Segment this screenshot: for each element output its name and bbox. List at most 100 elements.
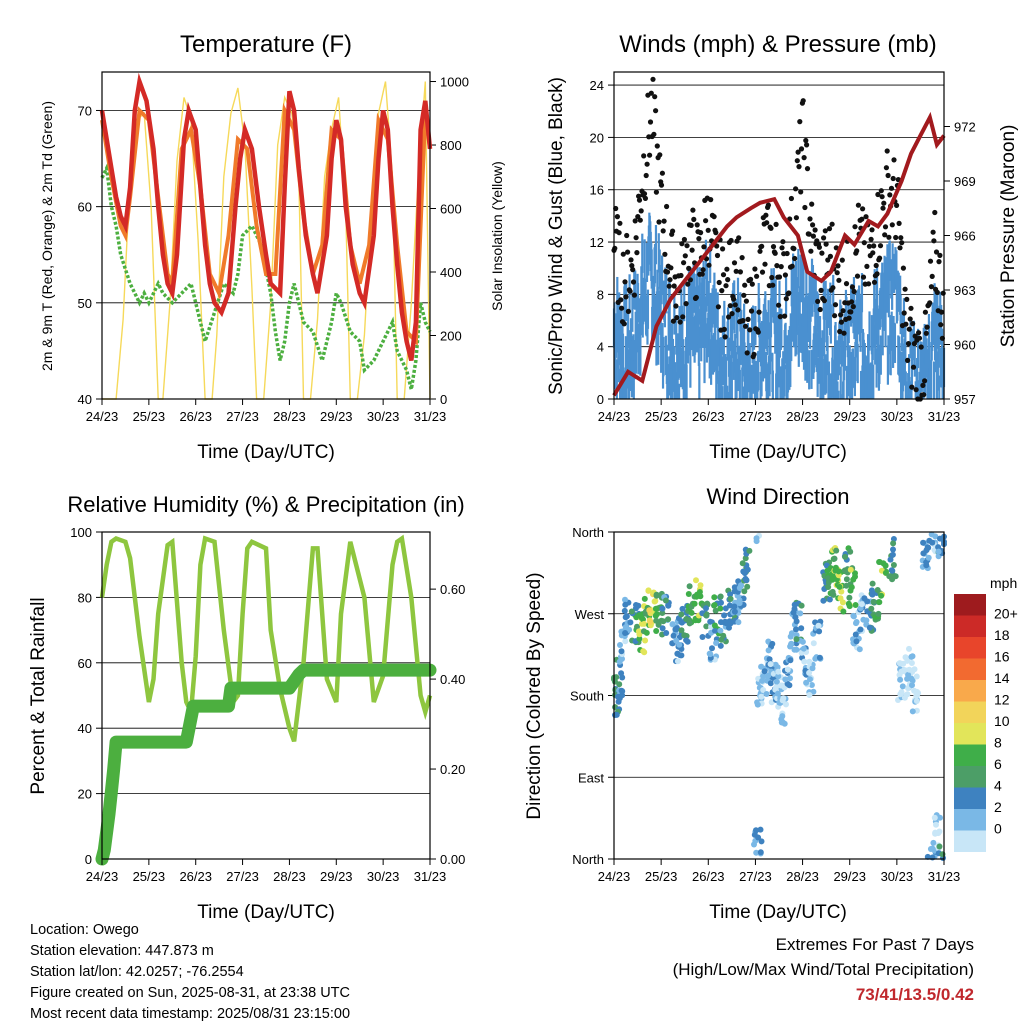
direction-point	[646, 607, 653, 614]
gust-point	[762, 261, 768, 267]
gust-point	[931, 238, 937, 244]
direction-point	[674, 658, 681, 665]
winds-ytick-left-label: 8	[597, 287, 604, 302]
direction-point	[815, 622, 822, 629]
humidity-panel: Relative Humidity (%) & Precipitation (i…	[28, 492, 465, 923]
gust-point	[652, 94, 658, 100]
gust-point	[770, 282, 776, 288]
gust-point	[755, 329, 761, 335]
gust-point	[902, 286, 908, 292]
direction-point	[720, 632, 727, 639]
direction-point	[662, 597, 669, 604]
gust-point	[897, 245, 903, 251]
legend-swatch	[954, 809, 986, 831]
direction-point	[890, 546, 896, 553]
direction-point	[761, 668, 768, 675]
direction-point	[622, 596, 628, 603]
direction-point	[826, 596, 833, 603]
gust-point	[829, 221, 835, 227]
gust-point	[638, 208, 644, 214]
gust-point	[749, 281, 755, 287]
gust-point	[797, 119, 803, 125]
gust-point	[694, 222, 700, 228]
gust-point	[783, 296, 789, 302]
temperature-ytick-right-label: 800	[440, 138, 462, 153]
direction-point	[670, 632, 677, 639]
direction-point	[731, 603, 738, 610]
direction-point	[801, 658, 808, 665]
direction-title: Wind Direction	[706, 484, 849, 509]
gust-point	[618, 297, 624, 303]
direction-point	[769, 640, 776, 647]
gust-point	[733, 268, 739, 274]
direction-point	[638, 614, 645, 621]
gust-point	[881, 200, 887, 206]
legend-swatch	[954, 766, 986, 788]
gust-point	[763, 212, 769, 218]
direction-point	[718, 599, 724, 606]
gust-point	[759, 269, 766, 275]
gust-point	[622, 279, 628, 285]
gust-point	[864, 263, 870, 269]
gust-point	[724, 266, 730, 272]
gust-point	[837, 328, 843, 335]
direction-point	[793, 636, 800, 643]
humidity-ytick-left-label: 20	[78, 787, 92, 802]
gust-point	[633, 235, 639, 241]
direction-point	[615, 698, 622, 705]
temperature-xtick-label: 30/23	[367, 409, 400, 424]
gust-point	[821, 298, 828, 304]
gust-point	[748, 308, 755, 314]
gust-point	[632, 218, 638, 224]
temperature-title: Temperature (F)	[180, 31, 352, 58]
direction-point	[693, 577, 699, 584]
direction-point	[850, 613, 857, 620]
temperature-ytick-left-label: 50	[78, 296, 92, 311]
direction-point	[889, 567, 896, 574]
gust-point	[821, 235, 827, 241]
temperature-2m-line	[99, 72, 433, 362]
figure-created: Figure created on Sun, 2025-08-31, at 23…	[30, 985, 350, 1001]
direction-point	[665, 602, 672, 609]
direction-point	[713, 640, 720, 646]
direction-point	[876, 599, 883, 606]
gust-point	[756, 309, 762, 315]
gust-point	[780, 239, 786, 245]
direction-point	[869, 591, 876, 598]
direction-ytick-label: East	[578, 770, 604, 785]
direction-point	[905, 671, 912, 678]
direction-point	[642, 637, 649, 644]
legend-label: 8	[994, 735, 1002, 751]
gust-point	[769, 274, 775, 281]
gust-point	[936, 259, 942, 265]
winds-plot-frame	[613, 71, 945, 400]
direction-point	[673, 626, 680, 633]
gust-point	[927, 258, 934, 264]
gust-point	[891, 157, 897, 163]
direction-point	[711, 602, 718, 608]
direction-point	[736, 597, 743, 604]
gust-point	[885, 172, 891, 179]
gust-point	[764, 220, 770, 226]
direction-point	[759, 677, 766, 684]
gust-point	[661, 218, 667, 224]
direction-point	[703, 612, 710, 619]
humidity-xtick-label: 24/23	[86, 869, 119, 884]
direction-point	[660, 618, 667, 625]
gust-point	[621, 321, 627, 327]
gust-point	[841, 330, 847, 336]
gust-point	[854, 273, 861, 279]
gust-point	[715, 304, 722, 310]
gust-point	[910, 321, 916, 327]
direction-point	[691, 600, 698, 607]
direction-point	[760, 673, 767, 680]
temperature-ylabel-left: 2m & 9m T (Red, Orange) & 2m Td (Green)	[39, 101, 55, 371]
gust-point	[741, 292, 747, 298]
gust-point	[851, 288, 857, 295]
gust-point	[812, 227, 818, 233]
gust-point	[904, 296, 910, 302]
gust-point	[834, 270, 840, 276]
direction-point	[897, 676, 904, 683]
gust-point	[830, 285, 836, 291]
direction-point	[775, 668, 782, 675]
